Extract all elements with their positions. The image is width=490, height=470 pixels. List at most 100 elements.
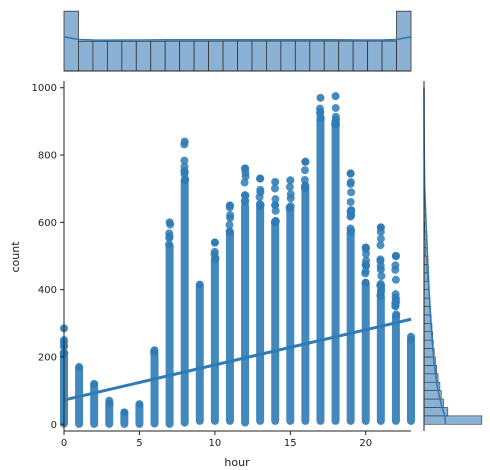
x-tick-label: 15 — [284, 438, 297, 449]
scatter-point — [347, 206, 356, 215]
x-axis-label: hour — [224, 456, 250, 469]
scatter-point — [105, 396, 114, 405]
regression-line-group — [63, 317, 412, 402]
scatter-point — [376, 223, 385, 232]
scatter-point — [347, 226, 356, 235]
scatter-point — [391, 301, 400, 310]
scatter-point — [285, 204, 294, 213]
hist-bar-x — [208, 40, 224, 72]
scatter-point — [256, 188, 265, 197]
hist-bar-x — [323, 40, 340, 72]
scatter-point — [256, 174, 265, 183]
scatter-point — [180, 137, 189, 146]
marginal-x-histogram — [63, 10, 412, 72]
scatter-column — [301, 184, 310, 425]
scatter-point — [346, 169, 355, 178]
y-tick-label: 1000 — [32, 83, 57, 94]
scatter-point — [271, 177, 280, 186]
scatter-point — [392, 310, 401, 319]
hist-bar-x — [135, 40, 152, 72]
scatter-point — [226, 213, 235, 222]
scatter-point — [195, 280, 204, 289]
scatter-point — [271, 201, 280, 210]
scatter-point — [271, 206, 280, 215]
y-tick-label: 0 — [51, 420, 57, 431]
scatter-point — [376, 241, 385, 250]
scatter-point — [361, 267, 370, 276]
hist-bar-x — [106, 40, 123, 72]
hist-bar-x — [338, 40, 354, 72]
scatter-column — [391, 312, 400, 425]
scatter-point — [165, 232, 174, 241]
scatter-column — [225, 228, 234, 425]
hist-bar-x — [266, 40, 282, 72]
hist-bar-y — [423, 272, 428, 282]
scatter-point — [120, 408, 129, 417]
scatter-column — [407, 336, 415, 425]
scatter-point — [75, 363, 84, 372]
marginal-y-histogram — [423, 81, 483, 431]
scatter-point — [361, 278, 370, 287]
scatter-point — [180, 162, 189, 171]
scatter-point — [316, 107, 325, 116]
scatter-point — [316, 114, 325, 123]
kde-curve-x — [63, 36, 412, 42]
scatter-point — [391, 252, 400, 260]
scatter-point — [241, 164, 250, 173]
scatter-point — [240, 191, 249, 200]
hist-bar-x — [280, 40, 296, 72]
scatter-point — [346, 179, 355, 188]
scatter-point — [376, 279, 385, 288]
scatter-point — [285, 183, 294, 192]
hist-bar-x — [396, 10, 412, 72]
y-axis-ticks: 0 200 400 600 800 1000 — [32, 83, 64, 431]
hist-bar-x — [92, 40, 108, 72]
hist-bar-x — [251, 40, 267, 72]
y-tick-label: 200 — [38, 352, 57, 363]
scatter-point — [286, 194, 295, 203]
scatter-column — [286, 204, 295, 425]
scatter-column — [331, 120, 340, 425]
scatter-point — [361, 260, 370, 269]
scatter-point — [331, 92, 340, 101]
scatter-column — [376, 292, 385, 425]
hist-bar-x — [78, 40, 94, 72]
scatter-point — [150, 346, 159, 355]
hist-bar-x — [63, 10, 79, 72]
scatter-point — [316, 93, 325, 102]
scatter-point — [346, 198, 355, 207]
scatter-point — [301, 157, 310, 166]
scatter-point — [270, 218, 279, 227]
scatter-point — [331, 120, 340, 129]
hist-bar-x — [237, 40, 253, 72]
hist-bar-x — [294, 40, 311, 72]
x-tick-label: 5 — [136, 438, 142, 449]
scatter-column — [346, 228, 355, 425]
scatter-point — [376, 265, 385, 274]
scatter-column — [210, 255, 219, 425]
scatter-point — [300, 166, 309, 175]
scatter-point — [135, 400, 144, 409]
scatter-column — [180, 177, 189, 427]
scatter-point — [361, 243, 370, 252]
scatter-point — [376, 291, 385, 300]
y-tick-label: 400 — [38, 285, 57, 296]
scatter-column — [165, 241, 174, 428]
hist-bar-x — [381, 40, 397, 72]
scatter-point — [377, 271, 386, 280]
scatter-point — [300, 183, 309, 192]
scatter-point — [331, 103, 340, 112]
hist-bar-x — [222, 40, 238, 72]
scatter-point — [165, 240, 174, 249]
hist-bar-x — [150, 40, 166, 72]
scatter-point — [165, 218, 174, 227]
scatter-point — [210, 247, 219, 256]
hist-bar-y — [423, 280, 429, 290]
x-axis-ticks: 0 5 10 15 20 — [61, 431, 372, 449]
x-tick-label: 0 — [61, 438, 67, 449]
scatter-point — [286, 176, 295, 185]
scatter-column — [271, 218, 280, 425]
scatter-column — [195, 282, 204, 425]
scatter-column — [241, 201, 250, 427]
hist-bar-y — [423, 289, 430, 299]
